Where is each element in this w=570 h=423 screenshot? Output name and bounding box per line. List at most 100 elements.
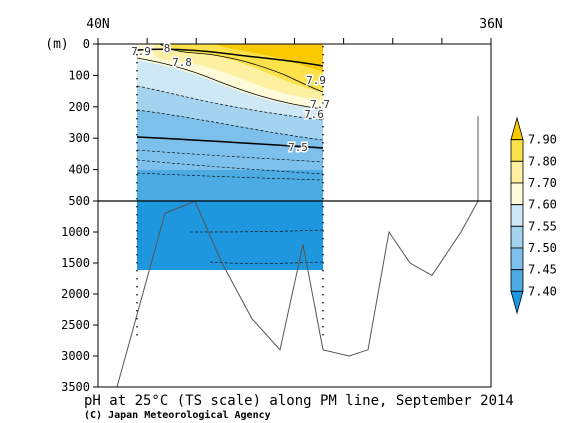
station-column-1: [136, 46, 138, 336]
station-dot: [136, 126, 138, 128]
y-axis-label: (m): [45, 37, 68, 52]
station-dot: [322, 190, 324, 192]
station-dot: [322, 134, 324, 136]
station-dot: [322, 158, 324, 160]
contour-label: 7.6: [304, 108, 324, 121]
y-tick-label: 500: [68, 194, 90, 208]
colorbar-segment: [510, 290, 524, 315]
y-tick-label: 1500: [61, 256, 90, 270]
station-dot: [322, 174, 324, 176]
station-dot: [322, 238, 324, 240]
station-dot: [322, 278, 324, 280]
bathymetry: [116, 116, 479, 388]
chart-title: pH at 25°C (TS scale) along PM line, Sep…: [84, 393, 514, 409]
station-dot: [136, 262, 138, 264]
contour-label: 7.9: [131, 45, 151, 58]
station-dot: [322, 54, 324, 56]
station-dot: [322, 166, 324, 168]
station-dot: [136, 174, 138, 176]
band-deep: [137, 201, 323, 270]
y-tick-label: 2000: [61, 287, 90, 301]
station-dot: [322, 286, 324, 288]
colorbar-segment: [510, 160, 524, 184]
station-dot: [322, 198, 324, 200]
station-dot: [322, 118, 324, 120]
y-tick-label: 3000: [61, 349, 90, 363]
colorbar-segment: [510, 182, 524, 206]
station-dot: [322, 102, 324, 104]
station-dot: [322, 326, 324, 328]
y-tick-label: 400: [68, 163, 90, 177]
station-dot: [322, 254, 324, 256]
colorbar-segment: [510, 269, 524, 292]
contour-line-5: [136, 109, 324, 141]
station-dot: [136, 198, 138, 200]
station-dot: [136, 102, 138, 104]
contour-line-9: [136, 172, 324, 181]
colorbar-label: 7.70: [528, 176, 557, 190]
station-dot: [136, 46, 138, 48]
station-dot: [322, 126, 324, 128]
station-dot: [136, 214, 138, 216]
station-dot: [136, 142, 138, 144]
station-dot: [322, 222, 324, 224]
station-dot: [322, 94, 324, 96]
contour-line-4: [136, 85, 324, 121]
colorbar-segment: [510, 139, 524, 162]
station-dot: [136, 78, 138, 80]
station-dot: [322, 270, 324, 272]
station-column-2: [322, 46, 324, 336]
station-dot: [136, 134, 138, 136]
station-dot: [136, 118, 138, 120]
station-dot: [136, 310, 138, 312]
station-dot: [322, 214, 324, 216]
colorbar-label: 7.90: [528, 133, 557, 147]
station-dot: [322, 206, 324, 208]
y-tick-label: 200: [68, 100, 90, 114]
station-dot: [322, 78, 324, 80]
bathymetry-line: [116, 116, 479, 388]
contour-label: 7.7: [310, 98, 330, 111]
colorbar-label: 7.45: [528, 263, 557, 277]
station-dot: [136, 166, 138, 168]
contour-fill-bands: [137, 44, 323, 270]
station-dot: [136, 94, 138, 96]
colorbar: 7.90 7.80 7.70 7.60 7.55 7.50 7.45 7.40: [510, 116, 557, 315]
station-dot: [322, 110, 324, 112]
band-8-00: [215, 44, 323, 72]
station-dot: [136, 86, 138, 88]
contour-line-10: [189, 229, 324, 233]
contour-label: 7.9: [306, 74, 326, 87]
contour-label: 7.5: [288, 141, 308, 154]
station-dot: [136, 278, 138, 280]
contour-labels: 7.9 87.8 7.9 7.77.6 7.5: [130, 41, 332, 156]
station-dot: [136, 110, 138, 112]
station-dot: [322, 294, 324, 296]
y-tick-label: 2500: [61, 318, 90, 332]
station-dot: [136, 150, 138, 152]
credit-text: (C) Japan Meteorological Agency: [84, 409, 271, 421]
station-dot: [136, 302, 138, 304]
contour-line-8: [136, 159, 324, 175]
station-dot: [136, 246, 138, 248]
station-dot: [322, 86, 324, 88]
station-dot: [322, 46, 324, 48]
station-dot: [136, 270, 138, 272]
contour-label: 7.8: [172, 56, 192, 69]
colorbar-label: 7.50: [528, 241, 557, 255]
station-dot: [322, 262, 324, 264]
colorbar-segment: [510, 247, 524, 271]
contour-line-2: [159, 43, 324, 93]
station-dot: [136, 62, 138, 64]
station-dot: [136, 182, 138, 184]
y-tick-label: 100: [68, 68, 90, 82]
plot-frame: [97, 38, 492, 388]
station-dot: [322, 182, 324, 184]
station-dot: [136, 254, 138, 256]
colorbar-label: 7.55: [528, 219, 557, 233]
station-dot: [322, 70, 324, 72]
axes: 0 100 200 300 400 500 1000 1500 2000 2500 3000 3500: [61, 37, 98, 394]
colorbar-segment: [510, 116, 524, 141]
station-dot: [136, 54, 138, 56]
